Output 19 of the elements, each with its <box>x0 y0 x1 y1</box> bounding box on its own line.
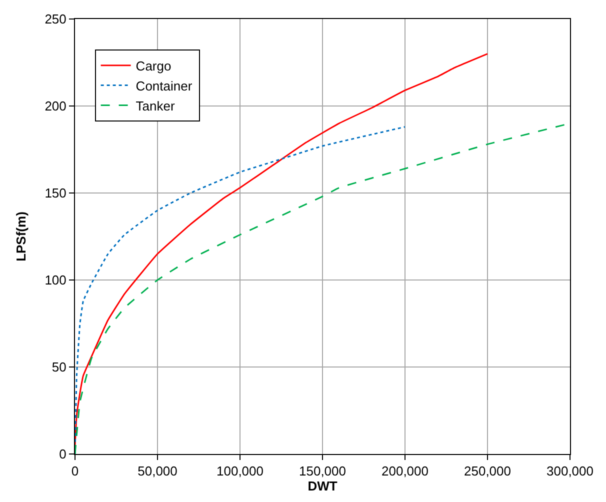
x-tick-label: 0 <box>71 464 79 479</box>
legend-label: Cargo <box>136 58 172 74</box>
x-tick-label: 250,000 <box>464 464 511 479</box>
x-axis-title: DWT <box>308 478 338 494</box>
legend-label: Container <box>136 78 193 94</box>
y-axis-title: LPSf(m) <box>14 212 29 262</box>
x-tick-label: 200,000 <box>382 464 428 479</box>
x-tick-label: 150,000 <box>299 464 346 479</box>
y-tick-label: 150 <box>44 186 66 201</box>
legend-label: Tanker <box>136 98 176 114</box>
y-tick-label: 0 <box>59 446 66 462</box>
line-series <box>75 53 488 446</box>
x-tick-label: 50,000 <box>138 464 178 479</box>
y-tick-label: 100 <box>44 272 66 288</box>
x-tick-label: 300,000 <box>546 464 594 479</box>
x-tick-label: 100,000 <box>216 464 264 479</box>
y-tick-label: 250 <box>44 12 66 27</box>
y-tick-label: 200 <box>44 98 66 114</box>
y-tick-label: 50 <box>52 360 66 375</box>
